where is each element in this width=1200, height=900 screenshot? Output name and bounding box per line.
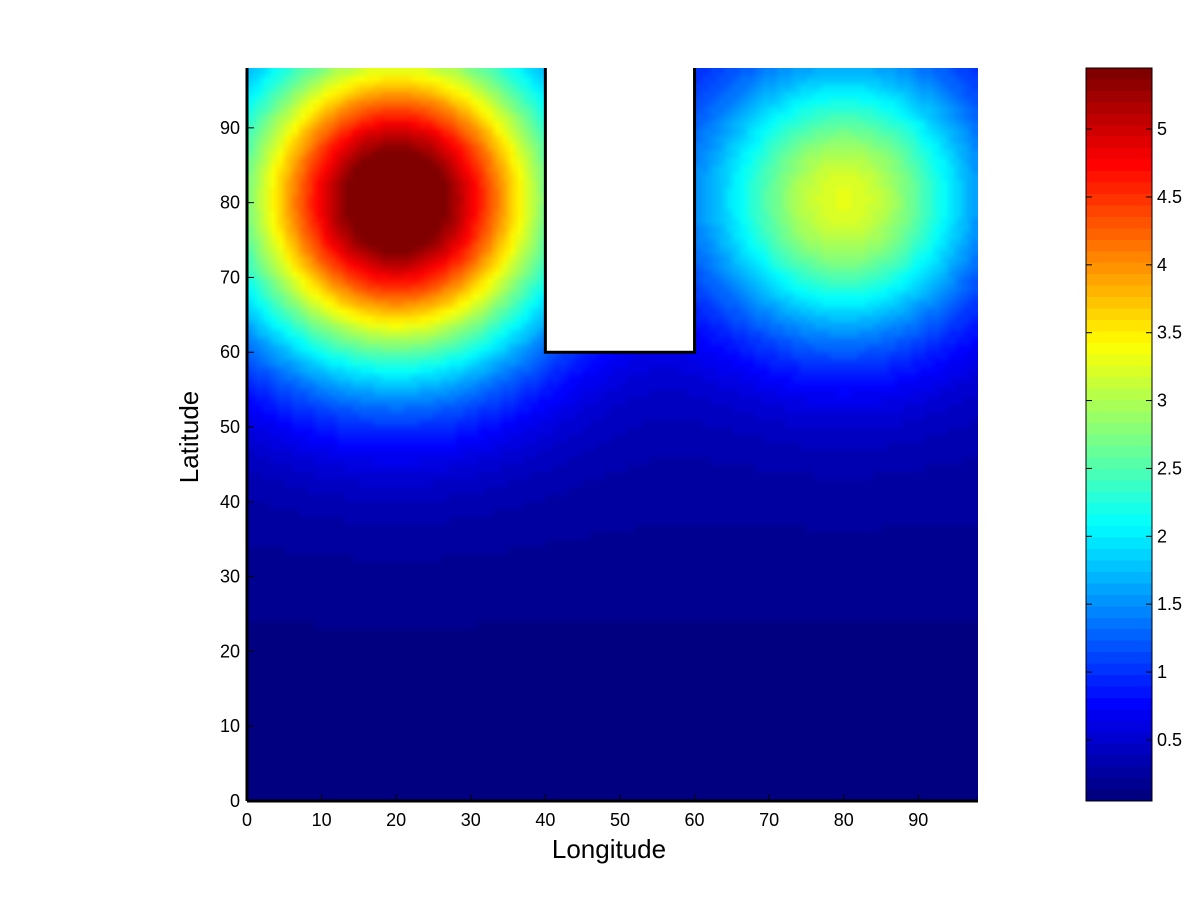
x-tick-label: 0 bbox=[242, 810, 252, 830]
x-tick-label: 70 bbox=[759, 810, 779, 830]
y-tick-label: 90 bbox=[220, 118, 240, 138]
y-tick-label: 20 bbox=[220, 641, 240, 661]
colorbar-frame bbox=[1085, 67, 1153, 802]
x-tick-label: 30 bbox=[461, 810, 481, 830]
colorbar-tick-label: 4.5 bbox=[1157, 187, 1182, 207]
x-tick-label: 40 bbox=[535, 810, 555, 830]
colorbar-tick-label: 3 bbox=[1157, 391, 1167, 411]
y-tick-label: 80 bbox=[220, 193, 240, 213]
colorbar-gradient bbox=[1086, 68, 1152, 801]
y-tick-label: 50 bbox=[220, 417, 240, 437]
masked-region bbox=[543, 67, 697, 354]
colorbar-tick-label: 0.5 bbox=[1157, 730, 1182, 750]
masked-region-outline bbox=[543, 68, 697, 354]
x-tick-label: 20 bbox=[386, 810, 406, 830]
x-tick-label: 50 bbox=[610, 810, 630, 830]
x-tick-label: 90 bbox=[908, 810, 928, 830]
x-axis-title: Longitude bbox=[552, 834, 666, 864]
y-axis-title: Latitude bbox=[174, 391, 204, 484]
colorbar-ticks: 0.5 1 1.5 2 2.5 3 3.5 4 4.5 5 bbox=[1086, 119, 1182, 750]
y-tick-label: 40 bbox=[220, 492, 240, 512]
y-tick-label: 0 bbox=[230, 791, 240, 811]
y-tick-label: 30 bbox=[220, 567, 240, 587]
x-tick-label: 80 bbox=[834, 810, 854, 830]
colorbar-tick-label: 2 bbox=[1157, 526, 1167, 546]
y-tick-label: 60 bbox=[220, 342, 240, 362]
plot-area: 0 10 20 30 40 50 60 70 80 90 0 10 20 30 40 50 60 70 80 90 bbox=[220, 67, 978, 830]
x-axis: 0 10 20 30 40 50 60 70 80 90 bbox=[242, 794, 978, 830]
colorbar-tick-label: 2.5 bbox=[1157, 458, 1182, 478]
colorbar-tick-label: 1 bbox=[1157, 662, 1167, 682]
y-tick-label: 70 bbox=[220, 267, 240, 287]
y-axis: 0 10 20 30 40 50 60 70 80 90 bbox=[220, 68, 254, 811]
y-tick-label: 10 bbox=[220, 716, 240, 736]
x-tick-label: 60 bbox=[685, 810, 705, 830]
masked-region-fill bbox=[545, 67, 695, 353]
colorbar: 0.5 1 1.5 2 2.5 3 3.5 4 4.5 5 bbox=[1085, 67, 1182, 802]
colorbar-tick-label: 4 bbox=[1157, 255, 1167, 275]
colorbar-tick-label: 3.5 bbox=[1157, 323, 1182, 343]
colorbar-tick-label: 5 bbox=[1157, 119, 1167, 139]
x-tick-label: 10 bbox=[312, 810, 332, 830]
colorbar-tick-label: 1.5 bbox=[1157, 594, 1182, 614]
